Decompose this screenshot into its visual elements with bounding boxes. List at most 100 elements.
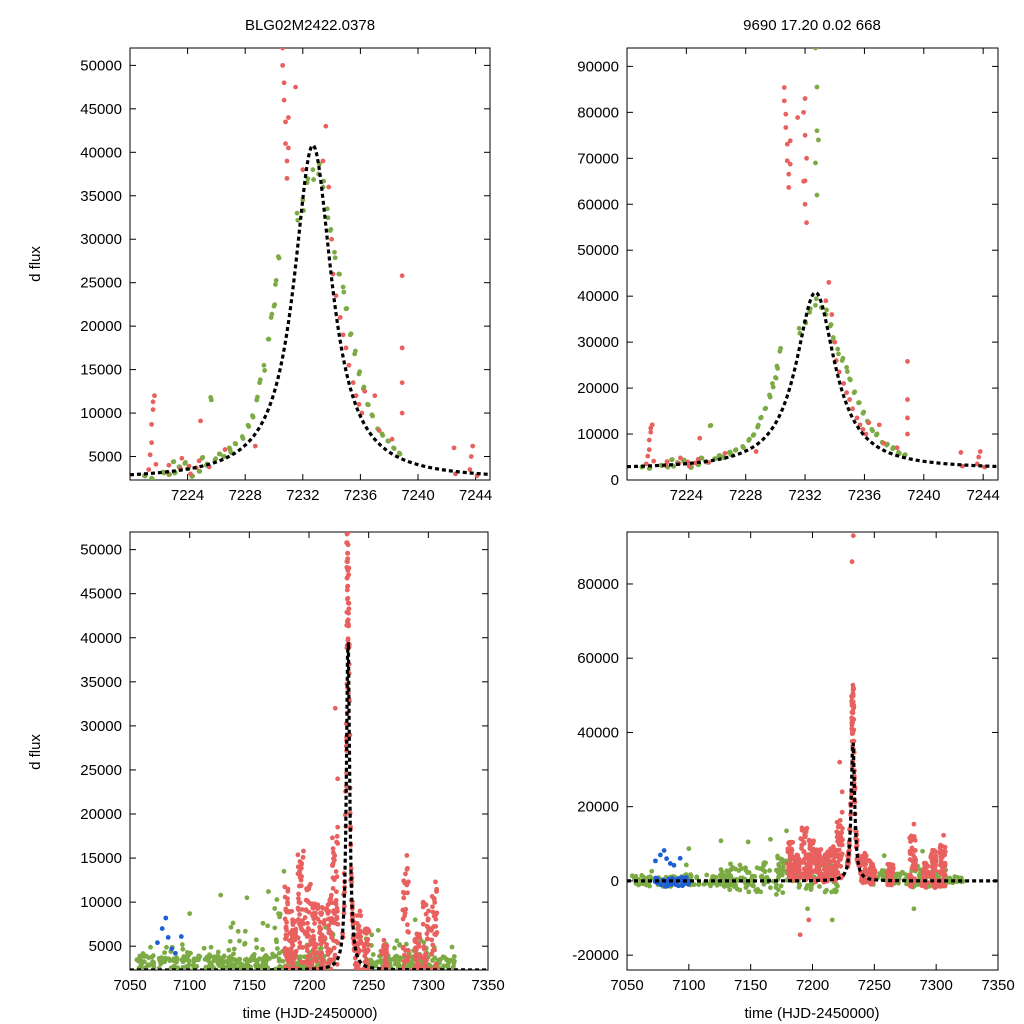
red-point bbox=[335, 824, 341, 830]
red-point bbox=[933, 884, 939, 890]
green-point bbox=[728, 866, 734, 872]
green-point bbox=[392, 945, 397, 951]
red-point bbox=[867, 872, 872, 878]
red-point bbox=[416, 943, 422, 949]
red-point bbox=[405, 948, 411, 953]
green-point bbox=[247, 964, 253, 970]
green-point bbox=[778, 883, 784, 889]
red-point bbox=[907, 835, 913, 841]
red-point bbox=[345, 621, 351, 627]
green-point bbox=[911, 906, 917, 912]
red-point bbox=[423, 951, 428, 957]
red-point bbox=[841, 381, 847, 386]
green-point bbox=[647, 883, 653, 889]
red-point bbox=[911, 821, 917, 827]
red-point bbox=[298, 959, 304, 965]
green-point bbox=[237, 938, 242, 944]
green-point bbox=[861, 409, 867, 415]
green-point bbox=[319, 945, 324, 951]
red-point bbox=[328, 892, 334, 898]
red-point bbox=[802, 834, 808, 840]
red-point bbox=[323, 123, 329, 129]
red-point bbox=[335, 908, 340, 914]
red-point bbox=[912, 876, 918, 882]
red-point bbox=[290, 961, 296, 966]
green-point bbox=[780, 860, 786, 866]
red-point bbox=[430, 904, 435, 910]
blue-point bbox=[155, 940, 160, 946]
red-point bbox=[332, 705, 338, 711]
red-point bbox=[312, 945, 318, 951]
y-tick-label: 30000 bbox=[80, 231, 122, 248]
red-point bbox=[420, 921, 426, 927]
red-point bbox=[801, 840, 807, 846]
ylabel-top-left: d flux bbox=[27, 246, 44, 282]
red-point bbox=[324, 908, 330, 913]
red-point bbox=[345, 550, 350, 556]
red-point bbox=[401, 890, 407, 896]
blue-point bbox=[676, 883, 681, 889]
green-point bbox=[754, 889, 760, 895]
red-point bbox=[451, 445, 457, 451]
green-point bbox=[814, 128, 820, 134]
green-point bbox=[200, 454, 206, 460]
y-tick-label: 50000 bbox=[577, 242, 619, 259]
y-tick-label: 35000 bbox=[80, 188, 122, 205]
red-point bbox=[149, 421, 155, 427]
red-point bbox=[310, 928, 316, 934]
red-point bbox=[295, 935, 301, 941]
red-point bbox=[283, 119, 288, 125]
red-point bbox=[330, 886, 336, 891]
red-point bbox=[937, 849, 943, 855]
red-point bbox=[850, 685, 856, 691]
red-point bbox=[420, 900, 426, 906]
red-point bbox=[310, 905, 316, 911]
red-point bbox=[806, 917, 812, 923]
green-point bbox=[805, 906, 810, 912]
green-point bbox=[445, 962, 451, 967]
blue-point bbox=[169, 946, 175, 952]
red-point bbox=[834, 819, 840, 825]
green-point bbox=[260, 920, 266, 926]
green-point bbox=[215, 954, 221, 959]
red-point bbox=[942, 863, 948, 868]
red-point bbox=[281, 80, 287, 86]
red-point bbox=[932, 848, 937, 854]
green-point bbox=[207, 952, 212, 958]
red-point bbox=[322, 918, 327, 923]
red-point bbox=[908, 883, 914, 889]
red-point bbox=[933, 853, 939, 859]
green-point bbox=[829, 917, 835, 923]
green-point bbox=[149, 476, 155, 480]
red-point bbox=[376, 428, 382, 433]
red-point bbox=[327, 897, 333, 903]
red-point bbox=[152, 393, 157, 399]
red-point bbox=[424, 957, 429, 963]
red-point bbox=[851, 702, 857, 708]
green-point bbox=[733, 447, 739, 453]
green-point bbox=[779, 872, 785, 878]
red-point bbox=[664, 459, 670, 465]
red-point bbox=[299, 860, 304, 866]
red-point bbox=[352, 962, 358, 968]
red-point bbox=[345, 637, 351, 643]
green-point bbox=[393, 957, 398, 963]
data-points bbox=[142, 48, 480, 480]
y-tick-label: 70000 bbox=[577, 150, 619, 167]
red-point bbox=[863, 431, 869, 437]
red-point bbox=[844, 390, 850, 396]
red-point bbox=[358, 913, 364, 919]
red-point bbox=[300, 167, 306, 173]
red-point bbox=[334, 916, 339, 922]
ylabel-bottom-left: d flux bbox=[27, 734, 44, 770]
red-point bbox=[853, 836, 859, 842]
red-point bbox=[320, 158, 326, 164]
red-point bbox=[302, 959, 308, 965]
green-point bbox=[844, 369, 850, 374]
green-point bbox=[669, 457, 675, 462]
green-point bbox=[732, 882, 738, 887]
panel-top-right: 7224 7228 7232 7236 7240 7244 0 10000 20000 30000… bbox=[577, 47, 1000, 504]
red-point bbox=[849, 738, 855, 744]
green-point bbox=[895, 874, 900, 880]
